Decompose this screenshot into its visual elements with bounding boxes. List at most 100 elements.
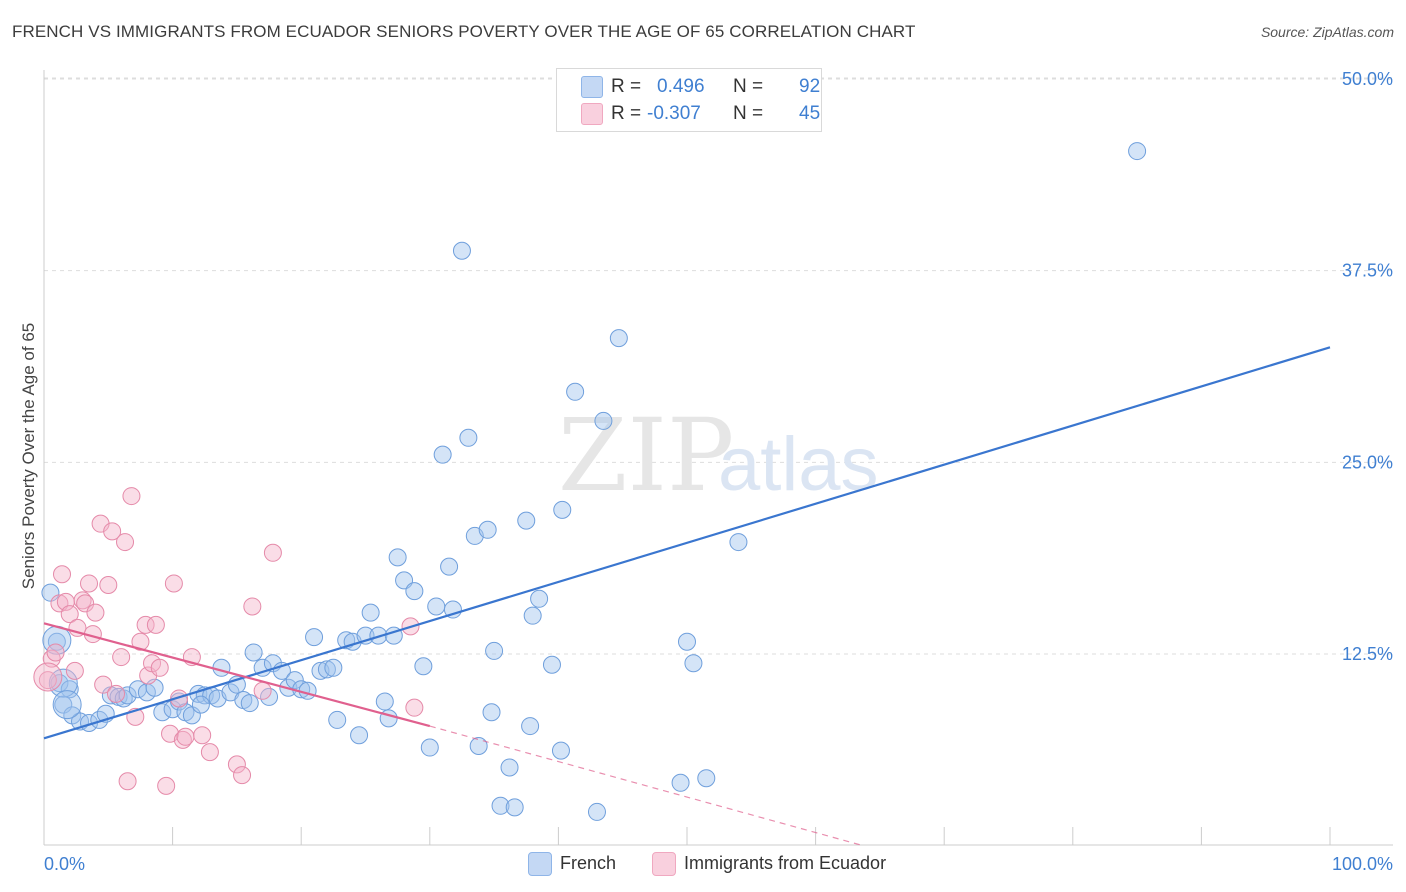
point-french: [678, 632, 696, 651]
trend-line-ecuador-extension: [429, 725, 864, 847]
point-french: [459, 428, 478, 447]
point-french: [587, 802, 606, 821]
point-ecuador: [173, 730, 192, 749]
legend-r-value: 0.496: [657, 76, 705, 97]
point-ecuador: [112, 648, 131, 667]
point-french: [298, 681, 317, 700]
legend-r-value: -0.307: [647, 103, 701, 124]
legend-n-label: N =: [733, 103, 764, 124]
point-french: [521, 717, 540, 736]
point-french: [594, 411, 613, 430]
point-french: [212, 658, 231, 677]
point-ecuador: [76, 594, 95, 613]
y-tick-label: 50.0%: [1342, 69, 1393, 89]
trend-line-ecuador: [43, 622, 431, 728]
point-french: [1128, 142, 1147, 161]
point-ecuador: [200, 743, 219, 762]
legend-n-value: 92: [799, 76, 821, 97]
point-french: [684, 654, 703, 673]
point-french: [324, 658, 343, 677]
point-ecuador: [253, 681, 272, 700]
point-ecuador: [116, 533, 135, 552]
point-ecuador: [53, 565, 72, 584]
correlation-legend: R = 0.496 N = 92 R = -0.307 N = 45: [556, 68, 822, 132]
y-tick-label: 12.5%: [1342, 644, 1393, 664]
legend-n-value: 45: [799, 103, 821, 124]
bottom-legend-label-ecuador: Immigrants from Ecuador: [684, 853, 887, 873]
point-ecuador: [243, 597, 262, 616]
point-french: [361, 603, 380, 622]
legend-r-label: R =: [611, 76, 642, 97]
point-ecuador: [136, 615, 155, 634]
point-french: [553, 500, 572, 519]
point-french: [118, 686, 137, 705]
legend-swatch-french: [581, 76, 603, 98]
point-french: [240, 694, 259, 713]
point-french: [153, 703, 172, 722]
point-french: [433, 445, 452, 464]
point-french-large: [52, 690, 82, 720]
legend-n-label: N =: [733, 76, 764, 97]
point-french: [517, 511, 536, 530]
point-ecuador: [38, 671, 57, 690]
point-ecuador: [170, 689, 189, 708]
point-french: [505, 798, 524, 817]
point-french: [566, 382, 585, 401]
y-tick-label: 25.0%: [1342, 452, 1393, 472]
point-french: [523, 606, 542, 625]
point-ecuador: [73, 591, 92, 610]
point-ecuador: [99, 576, 118, 594]
point-french: [609, 329, 628, 348]
watermark-atlas: atlas: [718, 422, 879, 507]
point-ecuador: [146, 615, 165, 634]
point-french: [375, 692, 394, 711]
point-french: [191, 695, 210, 714]
point-french: [405, 582, 424, 601]
point-french: [328, 710, 347, 729]
legend-r-label: R =: [611, 103, 642, 124]
point-ecuador: [233, 766, 252, 785]
point-ecuador: [80, 574, 99, 593]
y-tick-label: 37.5%: [1342, 261, 1393, 281]
point-french: [388, 548, 407, 567]
bottom-legend-swatch-french: [528, 852, 552, 876]
source-label: Source: ZipAtlas.com: [1260, 24, 1394, 40]
point-french: [485, 641, 504, 660]
point-french: [440, 557, 459, 576]
point-ecuador: [227, 755, 246, 774]
point-ecuador: [150, 658, 169, 677]
point-french-large: [48, 668, 78, 698]
point-ecuador: [46, 643, 65, 662]
point-french: [500, 758, 519, 777]
point-ecuador: [122, 487, 141, 506]
grid-layer: [44, 77, 1393, 655]
x-tick-label-min: 0.0%: [44, 854, 85, 874]
point-french: [427, 597, 446, 616]
point-ecuador: [103, 522, 122, 541]
point-ecuador: [118, 772, 137, 791]
point-ecuador: [263, 543, 282, 562]
watermark-zip: ZIP: [558, 397, 734, 514]
point-french: [542, 655, 561, 674]
point-french: [478, 520, 497, 539]
point-french: [244, 643, 263, 662]
trend-line-french: [43, 346, 1331, 740]
point-french: [285, 671, 304, 690]
point-french: [530, 589, 549, 608]
points-layer: [33, 112, 1147, 821]
point-ecuador: [65, 661, 84, 680]
point-ecuador: [157, 776, 176, 795]
point-french: [420, 738, 439, 757]
point-ecuador: [193, 726, 212, 745]
bottom-legend-swatch-ecuador: [652, 852, 676, 876]
point-ecuador: [94, 675, 113, 694]
point-french: [305, 628, 324, 647]
point-ecuador: [60, 605, 79, 624]
point-french: [551, 741, 570, 760]
point-french: [671, 773, 690, 792]
y-axis-label: Seniors Poverty Over the Age of 65: [19, 323, 38, 589]
point-french: [60, 680, 79, 699]
point-ecuador: [131, 632, 150, 651]
point-ecuador: [164, 574, 183, 593]
